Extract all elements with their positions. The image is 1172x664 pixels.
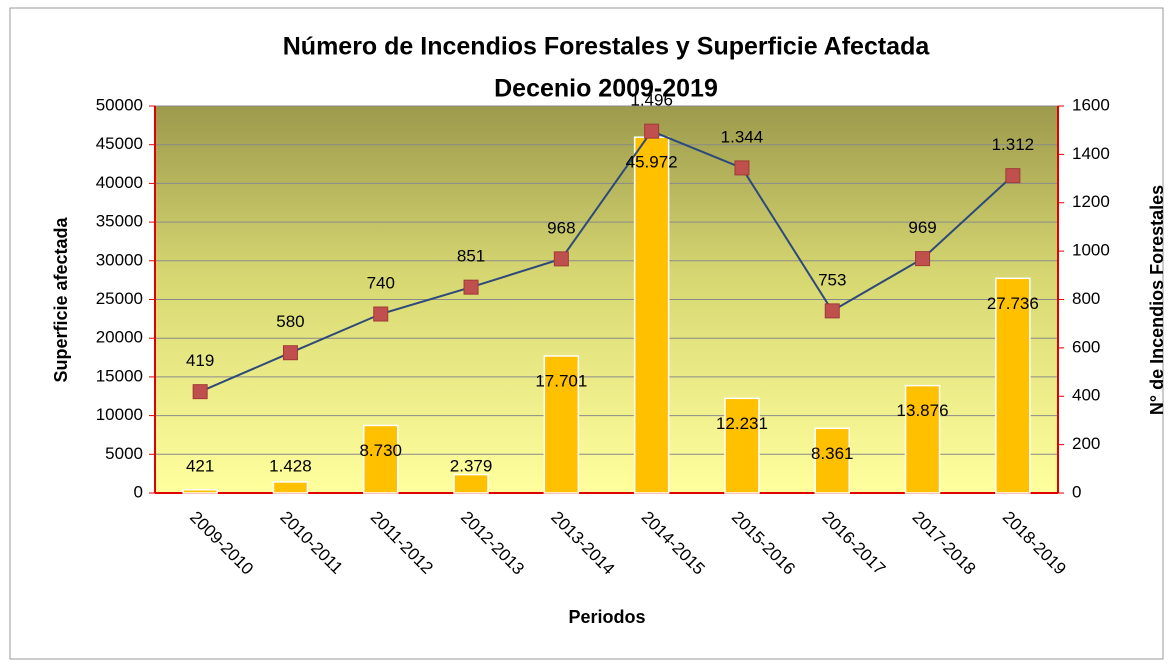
bar-value-label: 421 xyxy=(186,456,214,475)
marker xyxy=(915,251,931,267)
y-tick-label: 15000 xyxy=(96,366,143,385)
y-tick-label: 50000 xyxy=(96,95,143,114)
bar xyxy=(814,427,850,494)
y-tick-label: 30000 xyxy=(96,250,143,269)
line-value-label: 753 xyxy=(818,270,846,289)
bar-value-label: 17.701 xyxy=(535,371,587,390)
bar-value-label: 8.730 xyxy=(359,441,402,460)
bar-value-label: 8.361 xyxy=(811,444,854,463)
bar xyxy=(633,136,670,494)
y2-tick-label: 400 xyxy=(1072,386,1100,405)
line-value-label: 968 xyxy=(547,218,575,237)
marker xyxy=(282,345,298,361)
bar-value-label: 1.428 xyxy=(269,456,312,475)
bar-value-label: 2.379 xyxy=(450,456,493,475)
y-tick-label: 20000 xyxy=(96,328,143,347)
bar-value-label: 45.972 xyxy=(626,153,678,172)
bar xyxy=(453,473,489,494)
bar-value-label: 12.231 xyxy=(716,414,768,433)
line-value-label: 740 xyxy=(367,273,395,292)
marker xyxy=(373,306,389,322)
line-value-label: 851 xyxy=(457,247,485,266)
y-tick-label: 35000 xyxy=(96,212,143,231)
y-axis-title: Superficie afectada xyxy=(51,216,71,382)
y-tick-label: 45000 xyxy=(96,134,143,153)
marker xyxy=(734,160,750,176)
bar xyxy=(995,277,1031,494)
y2-tick-label: 800 xyxy=(1072,289,1100,308)
marker xyxy=(553,251,569,267)
y2-axis-title: N° de Incendios Forestales xyxy=(1147,185,1167,415)
y2-tick-label: 600 xyxy=(1072,337,1100,356)
line-value-label: 1.344 xyxy=(721,127,764,146)
y-tick-label: 0 xyxy=(134,482,143,501)
marker xyxy=(644,123,660,139)
y2-tick-label: 1400 xyxy=(1072,144,1110,163)
y-tick-label: 25000 xyxy=(96,289,143,308)
line-value-label: 580 xyxy=(276,312,304,331)
y-tick-label: 10000 xyxy=(96,405,143,424)
bar xyxy=(724,397,760,494)
line-value-label: 969 xyxy=(908,218,936,237)
y-tick-label: 40000 xyxy=(96,173,143,192)
chart-subtitle: Decenio 2009-2019 xyxy=(494,75,718,103)
marker xyxy=(1005,168,1021,184)
y-tick-label: 5000 xyxy=(105,444,143,463)
bar xyxy=(363,424,399,494)
marker xyxy=(824,303,840,319)
chart-title: Número de Incendios Forestales y Superfi… xyxy=(283,33,931,61)
y2-tick-label: 1600 xyxy=(1072,95,1110,114)
marker xyxy=(463,279,479,295)
line-value-label: 1.312 xyxy=(992,135,1035,154)
bar xyxy=(543,355,580,494)
marker xyxy=(192,384,208,400)
bar xyxy=(904,384,941,494)
y2-tick-label: 1200 xyxy=(1072,192,1110,211)
y2-tick-label: 1000 xyxy=(1072,241,1110,260)
y2-tick-label: 200 xyxy=(1072,434,1100,453)
y2-tick-label: 0 xyxy=(1072,482,1081,501)
line xyxy=(199,129,1014,393)
bar-value-label: 13.876 xyxy=(897,401,949,420)
line-value-label: 419 xyxy=(186,351,214,370)
bar xyxy=(272,481,309,494)
x-axis-title: Periodos xyxy=(568,607,645,627)
line-value-label: 1.496 xyxy=(630,91,673,110)
bar xyxy=(182,488,218,494)
bar-value-label: 27.736 xyxy=(987,294,1039,313)
